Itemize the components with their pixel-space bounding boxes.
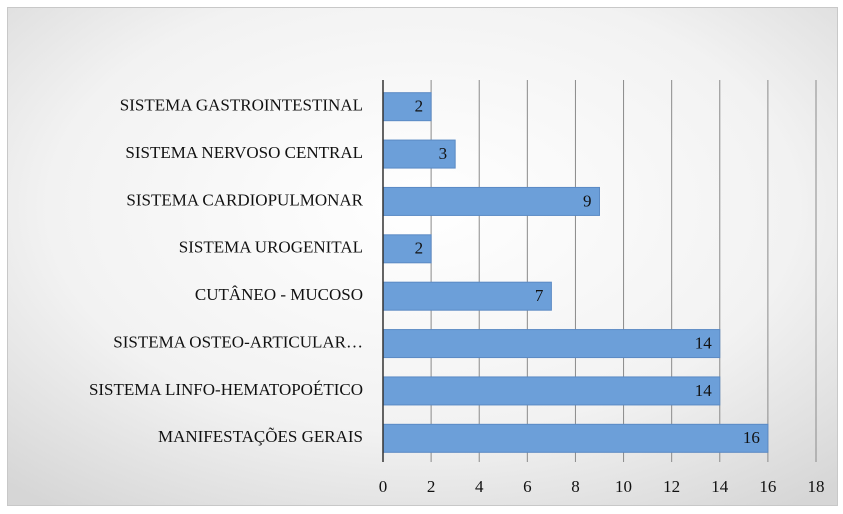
x-tick-label: 18 [808, 477, 825, 496]
y-tick-label: CUTÂNEO - MUCOSO [195, 285, 363, 304]
data-label: 2 [415, 97, 424, 116]
data-label: 9 [583, 191, 592, 210]
y-tick-label: SISTEMA CARDIOPULMONAR [126, 190, 363, 209]
bar [382, 234, 432, 264]
x-tick-label: 4 [475, 477, 484, 496]
bar [382, 376, 721, 406]
bar [382, 281, 552, 311]
bar [382, 92, 432, 122]
y-tick-label: SISTEMA UROGENITAL [179, 238, 363, 257]
data-label: 3 [439, 144, 448, 163]
x-tick-label: 14 [711, 477, 729, 496]
x-tick-label: 16 [759, 477, 776, 496]
y-tick-label: SISTEMA NERVOSO CENTRAL [125, 143, 363, 162]
y-tick-label: SISTEMA LINFO-HEMATOPOÉTICO [89, 380, 363, 399]
x-tick-label: 10 [615, 477, 632, 496]
bar [382, 423, 769, 453]
y-tick-label: SISTEMA GASTROINTESTINAL [120, 96, 363, 115]
data-label: 2 [415, 239, 424, 258]
bar [382, 186, 600, 216]
x-tick-label: 0 [379, 477, 388, 496]
data-label: 16 [743, 428, 760, 447]
x-tick-label: 2 [427, 477, 436, 496]
bar [382, 329, 721, 359]
data-label: 14 [695, 333, 713, 352]
data-label: 14 [695, 381, 713, 400]
data-label: 7 [535, 286, 544, 305]
x-tick-label: 12 [663, 477, 680, 496]
x-tick-label: 6 [523, 477, 532, 496]
x-tick-label: 8 [571, 477, 580, 496]
y-tick-label: SISTEMA OSTEO-ARTICULAR… [113, 332, 363, 351]
y-tick-label: MANIFESTAÇÕES GERAIS [158, 427, 363, 446]
